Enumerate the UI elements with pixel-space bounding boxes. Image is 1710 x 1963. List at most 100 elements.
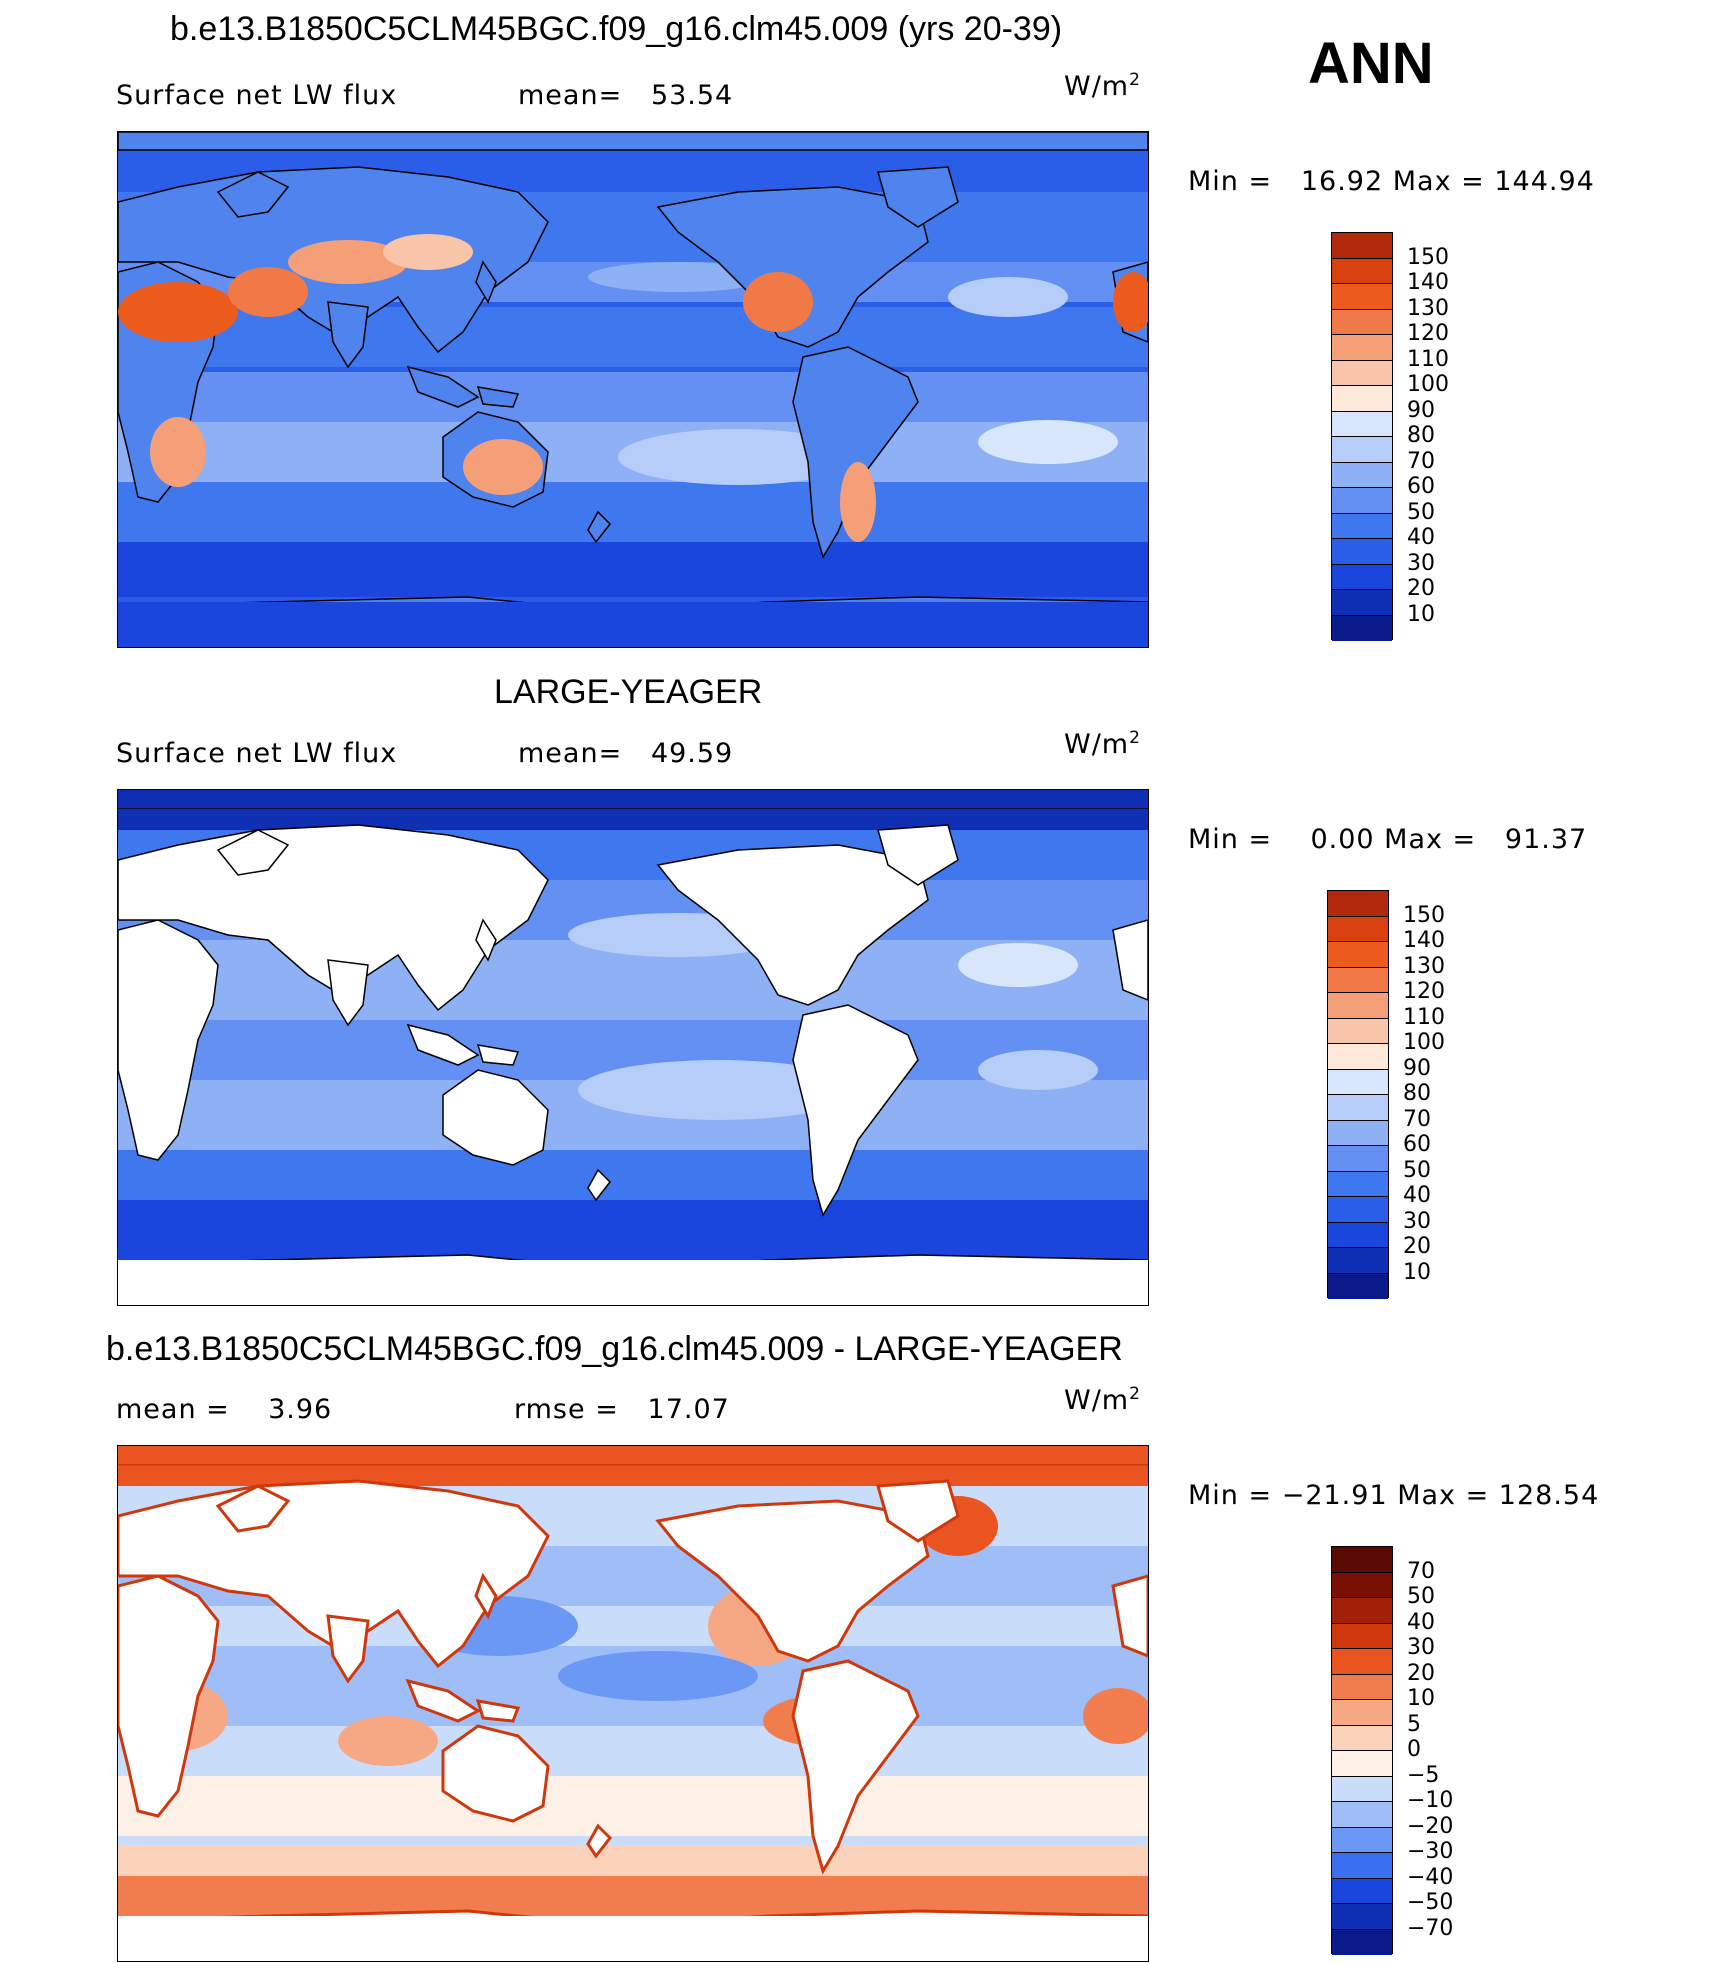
colorbar-box: [1332, 284, 1392, 310]
panel2-variable-label: Surface net LW flux: [116, 738, 398, 769]
colorbar-box: [1332, 513, 1392, 539]
colorbar-box: [1332, 1598, 1392, 1624]
panel2-map: [117, 789, 1149, 1306]
colorbar-tick-label: 40: [1403, 1183, 1431, 1208]
colorbar-tick-label: 50: [1403, 1157, 1431, 1183]
colorbar-tick-label: 80: [1403, 1081, 1431, 1106]
colorbar-box: [1332, 1751, 1392, 1777]
colorbar-box: [1328, 1044, 1388, 1070]
colorbar-box: [1332, 1929, 1392, 1955]
colorbar-tick-label: −50: [1407, 1890, 1454, 1915]
panel1-variable-label: Surface net LW flux: [116, 80, 398, 111]
colorbar-tick-label: 50: [1407, 499, 1435, 525]
colorbar-box: [1332, 1827, 1392, 1853]
colorbar-box: [1332, 1904, 1392, 1930]
colorbar-tick-label: 140: [1407, 270, 1449, 295]
panel1-units: W/m2: [1064, 70, 1141, 102]
colorbar-tick-label: 50: [1407, 1584, 1435, 1609]
season-label: ANN: [1308, 31, 1434, 96]
colorbar-tick-label: −40: [1407, 1864, 1454, 1890]
panel3-units: W/m2: [1064, 1384, 1141, 1416]
colorbar-tick-label: −10: [1407, 1788, 1454, 1813]
colorbar-box: [1332, 1853, 1392, 1879]
colorbar-box: [1332, 1623, 1392, 1649]
colorbar-box: [1332, 309, 1392, 335]
panel3-minmax: Min = −21.91 Max = 128.54: [1188, 1480, 1600, 1511]
colorbar-tick-label: 20: [1403, 1234, 1431, 1259]
colorbar-box: [1328, 1273, 1388, 1299]
colorbar-box: [1328, 891, 1388, 917]
panel3-colorbar: [1331, 1546, 1393, 1955]
colorbar-box: [1332, 488, 1392, 514]
colorbar-box: [1328, 1248, 1388, 1274]
panel1-mean-label: mean= 53.54: [518, 80, 734, 111]
colorbar-tick-label: 40: [1407, 1609, 1435, 1635]
colorbar-box: [1328, 916, 1388, 942]
colorbar-box: [1332, 1547, 1392, 1573]
colorbar-tick-label: 70: [1403, 1106, 1431, 1132]
colorbar-box: [1332, 1700, 1392, 1726]
panel1-title: b.e13.B1850C5CLM45BGC.f09_g16.clm45.009 …: [170, 10, 1063, 48]
panel2-minmax: Min = 0.00 Max = 91.37: [1188, 824, 1588, 855]
colorbar-box: [1328, 1222, 1388, 1248]
colorbar-box: [1332, 1878, 1392, 1904]
panel1-map: [117, 131, 1149, 648]
colorbar-tick-label: −20: [1407, 1813, 1454, 1839]
colorbar-tick-label: 0: [1407, 1737, 1421, 1762]
colorbar-tick-label: 60: [1403, 1132, 1431, 1157]
colorbar-box: [1328, 1069, 1388, 1095]
colorbar-box: [1328, 967, 1388, 993]
panel1-minmax: Min = 16.92 Max = 144.94: [1188, 166, 1595, 197]
panel3-map: [117, 1445, 1149, 1962]
colorbar-tick-label: −30: [1407, 1839, 1454, 1864]
colorbar-tick-label: 60: [1407, 474, 1435, 499]
colorbar-tick-label: 100: [1407, 372, 1449, 397]
colorbar-tick-label: 100: [1403, 1030, 1445, 1055]
colorbar-box: [1328, 1095, 1388, 1121]
colorbar-box: [1332, 1649, 1392, 1675]
colorbar-tick-label: 120: [1407, 321, 1449, 346]
colorbar-tick-label: 150: [1403, 902, 1445, 928]
colorbar-tick-label: 150: [1407, 244, 1449, 270]
colorbar-tick-label: 10: [1407, 601, 1435, 627]
colorbar-tick-label: 20: [1407, 576, 1435, 601]
colorbar-box: [1332, 590, 1392, 616]
colorbar-box: [1328, 942, 1388, 968]
colorbar-tick-label: 70: [1407, 1558, 1435, 1584]
colorbar-tick-label: 90: [1407, 397, 1435, 423]
colorbar-tick-label: −70: [1407, 1915, 1454, 1941]
colorbar-tick-label: −5: [1407, 1762, 1440, 1788]
colorbar-box: [1332, 335, 1392, 361]
colorbar-box: [1332, 1572, 1392, 1598]
colorbar-box: [1328, 1197, 1388, 1223]
colorbar-box: [1332, 411, 1392, 437]
colorbar-tick-label: 120: [1403, 979, 1445, 1004]
colorbar-box: [1332, 1776, 1392, 1802]
colorbar-tick-label: 40: [1407, 525, 1435, 550]
panel2-mean-label: mean= 49.59: [518, 738, 734, 769]
colorbar-box: [1332, 386, 1392, 412]
colorbar-tick-label: 110: [1403, 1004, 1445, 1030]
colorbar-box: [1328, 1171, 1388, 1197]
colorbar-tick-label: 10: [1403, 1259, 1431, 1285]
colorbar-box: [1332, 462, 1392, 488]
colorbar-tick-label: 130: [1407, 295, 1449, 321]
colorbar-box: [1328, 993, 1388, 1019]
colorbar-box: [1328, 1146, 1388, 1172]
colorbar-tick-label: 130: [1403, 953, 1445, 979]
panel2-title: LARGE-YEAGER: [494, 673, 763, 711]
colorbar-tick-label: 30: [1407, 550, 1435, 576]
colorbar-tick-label: 10: [1407, 1686, 1435, 1711]
colorbar-box: [1332, 1802, 1392, 1828]
colorbar-tick-label: 80: [1407, 423, 1435, 448]
panel3-title: b.e13.B1850C5CLM45BGC.f09_g16.clm45.009 …: [106, 1330, 1123, 1368]
panel3-mean-label: mean = 3.96: [116, 1394, 333, 1425]
colorbar-box: [1328, 1018, 1388, 1044]
colorbar-tick-label: 110: [1407, 346, 1449, 372]
colorbar-box: [1332, 564, 1392, 590]
colorbar-tick-label: 140: [1403, 928, 1445, 953]
panel2-units: W/m2: [1064, 728, 1141, 760]
colorbar-tick-label: 5: [1407, 1711, 1421, 1737]
colorbar-box: [1332, 360, 1392, 386]
colorbar-tick-label: 30: [1407, 1635, 1435, 1660]
